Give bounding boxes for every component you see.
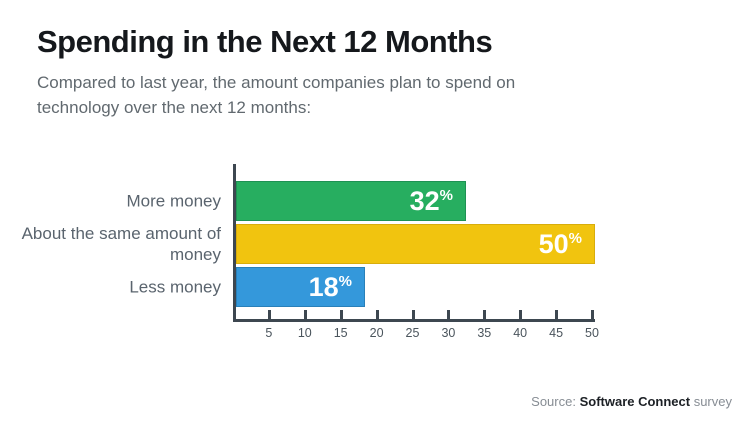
bar-row-same-money: About the same amount of money 50% (0, 224, 750, 264)
value-label-less-money: 18% (308, 271, 352, 302)
source-suffix: survey (690, 394, 732, 409)
axis-tick-50 (591, 310, 594, 320)
chart-title: Spending in the Next 12 Months (37, 24, 493, 59)
axis-tick-label-10: 10 (297, 326, 312, 340)
source-attribution: Source: Software Connect survey (531, 394, 732, 409)
chart-subtitle-line2: technology over the next 12 months: (37, 98, 312, 117)
x-axis-line (233, 319, 595, 322)
chart-subtitle-line1: Compared to last year, the amount compan… (37, 73, 516, 92)
axis-tick-5 (267, 310, 271, 320)
axis-tick-label-15: 15 (333, 326, 348, 340)
bar-more-money: 32% (236, 181, 466, 221)
axis-tick-10 (303, 310, 307, 320)
axis-tick-35 (483, 310, 487, 320)
axis-tick-label-45: 45 (549, 326, 564, 340)
axis-tick-label-25: 25 (405, 326, 420, 340)
percent-sign: % (439, 186, 453, 204)
axis-tick-label-20: 20 (369, 326, 384, 340)
axis-tick-label-5: 5 (265, 326, 273, 340)
value-label-more-money: 32% (409, 185, 453, 216)
chart-subtitle: Compared to last year, the amount compan… (37, 70, 515, 120)
bar-row-more-money: More money 32% (0, 181, 750, 221)
axis-tick-label-35: 35 (477, 326, 492, 340)
axis-tick-20 (375, 310, 379, 320)
axis-tick-label-40: 40 (513, 326, 528, 340)
axis-tick-25 (411, 310, 415, 320)
category-label-same-money: About the same amount of money (21, 224, 221, 264)
value-label-same-money: 50% (538, 228, 582, 259)
axis-tick-30 (447, 310, 451, 320)
axis-tick-label-30: 30 (441, 326, 456, 340)
percent-sign: % (338, 272, 352, 290)
bar-same-money: 50% (236, 224, 595, 264)
axis-tick-label-50: 50 (585, 326, 599, 340)
source-name: Software Connect (579, 394, 691, 409)
axis-tick-40 (519, 310, 523, 320)
category-label-less-money: Less money (129, 277, 221, 297)
bar-less-money: 18% (236, 267, 365, 307)
axis-tick-15 (339, 310, 343, 320)
bar-row-less-money: Less money 18% (0, 267, 750, 307)
y-axis-line (233, 164, 236, 322)
source-prefix: Source: (531, 394, 580, 409)
axis-tick-45 (555, 310, 559, 320)
percent-sign: % (568, 229, 582, 247)
category-label-more-money: More money (126, 191, 221, 211)
